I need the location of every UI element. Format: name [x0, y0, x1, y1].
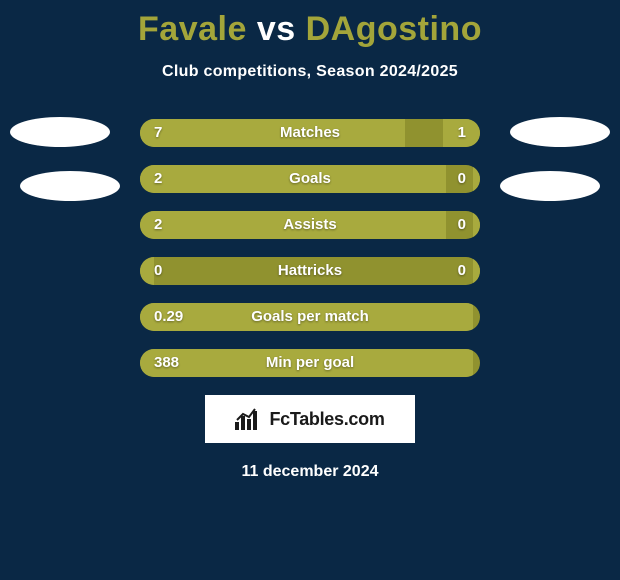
stat-label: Min per goal [140, 349, 480, 377]
stat-row: 2Goals0 [140, 165, 480, 193]
stat-rows: 7Matches12Goals02Assists00Hattricks00.29… [140, 119, 480, 377]
stat-row: 7Matches1 [140, 119, 480, 147]
stat-label: Matches [140, 119, 480, 147]
badge-text: FcTables.com [269, 409, 384, 430]
player2-club-placeholder [500, 171, 600, 201]
player1-club-placeholder [20, 171, 120, 201]
right-value: 0 [458, 165, 466, 193]
subtitle: Club competitions, Season 2024/2025 [0, 63, 620, 81]
right-value: 0 [458, 257, 466, 285]
bar-chart-icon [235, 408, 261, 430]
stat-label: Goals per match [140, 303, 480, 331]
vs-separator: vs [257, 10, 296, 48]
right-value: 0 [458, 211, 466, 239]
stat-row: 0Hattricks0 [140, 257, 480, 285]
chart-area: 7Matches12Goals02Assists00Hattricks00.29… [0, 119, 620, 377]
date-text: 11 december 2024 [0, 463, 620, 481]
fctables-badge: FcTables.com [205, 395, 415, 443]
player1-photo-placeholder [10, 117, 110, 147]
stat-row: 388Min per goal [140, 349, 480, 377]
comparison-title: Favale vs DAgostino [0, 0, 620, 49]
stat-label: Goals [140, 165, 480, 193]
player1-name: Favale [138, 10, 247, 48]
stat-label: Hattricks [140, 257, 480, 285]
right-value: 1 [458, 119, 466, 147]
player2-photo-placeholder [510, 117, 610, 147]
player2-name: DAgostino [306, 10, 482, 48]
stat-label: Assists [140, 211, 480, 239]
stat-row: 2Assists0 [140, 211, 480, 239]
stat-row: 0.29Goals per match [140, 303, 480, 331]
